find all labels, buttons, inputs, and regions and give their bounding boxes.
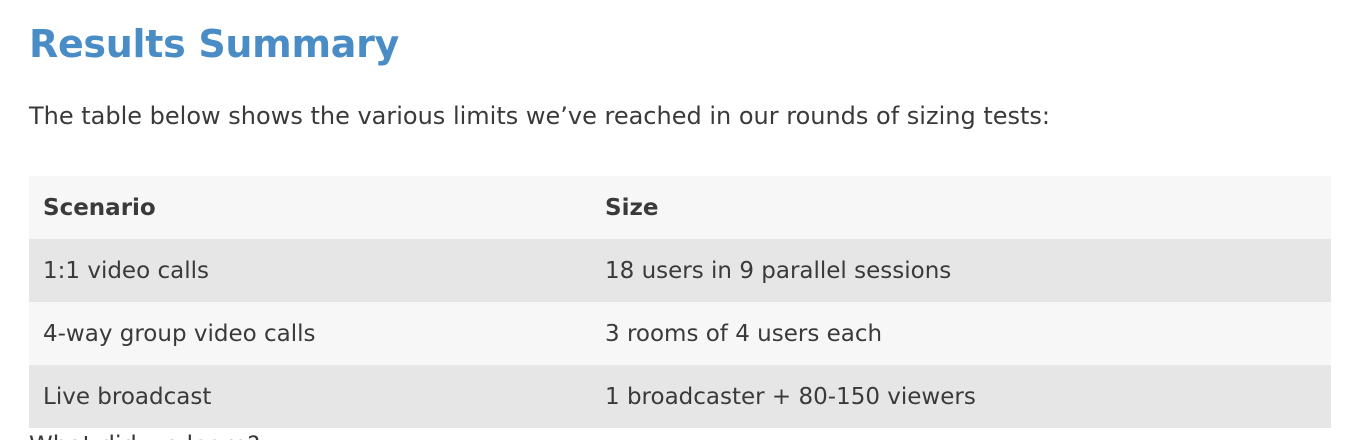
column-header-scenario: Scenario — [29, 176, 591, 239]
cell-size: 1 broadcaster + 80-150 viewers — [591, 365, 1331, 428]
cell-size: 18 users in 9 parallel sessions — [591, 239, 1331, 302]
table-body: 1:1 video calls 18 users in 9 parallel s… — [29, 239, 1331, 428]
table-header: Scenario Size — [29, 176, 1331, 239]
column-header-size: Size — [591, 176, 1331, 239]
page-title: Results Summary — [29, 22, 400, 66]
cell-size: 3 rooms of 4 users each — [591, 302, 1331, 365]
next-section-text: What did we learn? — [29, 428, 260, 440]
cell-scenario: 1:1 video calls — [29, 239, 591, 302]
table-header-row: Scenario Size — [29, 176, 1331, 239]
results-table: Scenario Size 1:1 video calls 18 users i… — [29, 176, 1331, 428]
cell-scenario: Live broadcast — [29, 365, 591, 428]
cell-scenario: 4-way group video calls — [29, 302, 591, 365]
table-row: 1:1 video calls 18 users in 9 parallel s… — [29, 239, 1331, 302]
table-row: Live broadcast 1 broadcaster + 80-150 vi… — [29, 365, 1331, 428]
table-row: 4-way group video calls 3 rooms of 4 use… — [29, 302, 1331, 365]
intro-paragraph: The table below shows the various limits… — [29, 102, 1050, 130]
